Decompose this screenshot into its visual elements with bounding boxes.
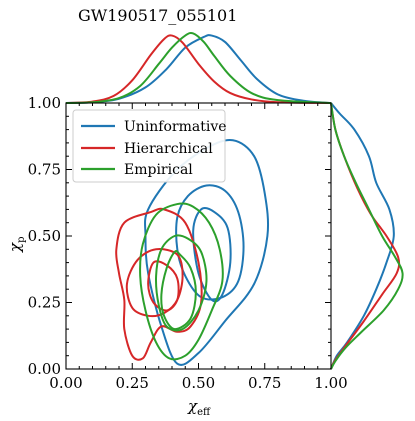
top-marginal-hierarchical <box>65 34 332 104</box>
tick-layer: 0.00 0.25 0.50 0.75 1.00 0.00 0.25 0.50 0.75 1.00 <box>28 94 348 392</box>
top-marginal-empirical <box>65 31 332 104</box>
contour-empirical-level-3 <box>160 250 197 331</box>
legend: Uninformative Hierarchical Empirical <box>72 109 227 183</box>
contour-hierarchical-level-1 <box>115 207 203 361</box>
x-tick-label: 0.50 <box>182 374 215 392</box>
main-plot-area: 0.00 0.25 0.50 0.75 1.00 0.00 0.25 0.50 0.75 1.00 <box>28 94 348 392</box>
y-tick-label: 0.75 <box>28 161 61 179</box>
legend-box <box>72 109 226 183</box>
contour-empirical-level-1 <box>139 202 224 361</box>
y-axis-label-symbol: χ <box>6 242 24 253</box>
contour-uninformative-level-3 <box>192 207 232 303</box>
y-tick-label: 0.50 <box>28 227 61 245</box>
chart-title: GW190517_055101 <box>78 6 237 25</box>
y-axis-label: χp <box>6 237 27 254</box>
x-tick-label: 0.25 <box>116 374 149 392</box>
right-marginal-panel <box>330 102 404 370</box>
y-tick-label: 0.25 <box>28 294 61 312</box>
top-marginal-panel <box>65 31 332 104</box>
contour-empirical-level-2 <box>155 234 208 332</box>
legend-label-empirical: Empirical <box>124 162 193 178</box>
y-tick-label: 1.00 <box>28 94 61 112</box>
legend-label-uninformative: Uninformative <box>124 119 227 135</box>
contour-hierarchical-level-3 <box>147 260 180 312</box>
top-marginal-uninformative <box>65 34 332 104</box>
contour-uninformative-level-2 <box>175 184 245 301</box>
x-axis-label-symbol: χ <box>187 397 198 415</box>
x-axis-label-subscript: eff <box>197 407 211 418</box>
right-marginal-empirical <box>330 102 404 370</box>
x-tick-label: 0.75 <box>248 374 281 392</box>
x-axis-label: χeff <box>187 397 211 418</box>
y-axis-label-subscript: p <box>16 237 27 243</box>
y-tick-label: 0.00 <box>28 360 61 378</box>
x-tick-label: 0.00 <box>49 374 82 392</box>
contour-hierarchical-level-2 <box>125 248 184 318</box>
legend-label-hierarchical: Hierarchical <box>124 141 213 157</box>
x-tick-label: 1.00 <box>314 374 347 392</box>
